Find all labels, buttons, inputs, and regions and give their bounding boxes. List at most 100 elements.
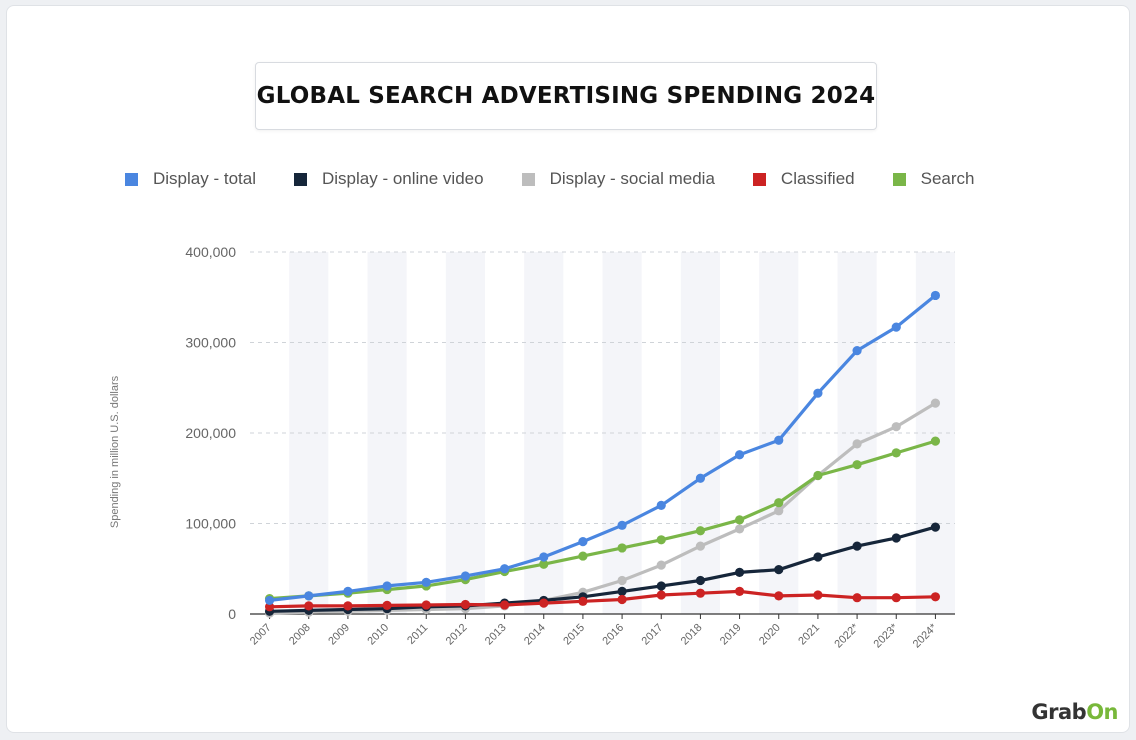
data-point [695,473,706,483]
data-point [304,601,314,611]
legend-label: Display - total [153,169,256,188]
legend-item: Classified [752,169,855,189]
legend-label: Display - online video [321,169,484,188]
series-line [268,439,938,601]
brand-logo-accent: On [1086,700,1118,724]
data-point [656,590,666,600]
legend-item: Display - online video [293,169,484,189]
data-point [734,515,745,525]
data-point [264,595,275,606]
data-point [891,322,901,332]
brand-logo-main: Grab [1031,700,1087,724]
data-point [734,567,745,577]
chart-title: GLOBAL SEARCH ADVERTISING SPENDING 2024 [256,83,876,109]
data-point [578,551,588,561]
data-point [930,398,941,408]
series-line [268,589,938,609]
x-tick-label: 2016 [600,622,626,648]
data-point [891,448,901,458]
x-tick-label: 2024* [911,621,940,650]
x-tick-label: 2013 [483,622,509,648]
data-point [656,535,666,545]
legend-swatch [892,172,906,186]
x-tick-label: 2023* [872,621,901,650]
legend-swatch [521,172,535,186]
data-point [421,600,431,610]
brand-logo: GrabOn [1031,700,1118,724]
data-point [774,498,784,508]
x-tick-label: 2021 [796,622,822,648]
data-point [499,564,510,574]
data-point [460,571,471,581]
x-tick-label: 2018 [679,622,705,648]
x-tick-label: 2011 [405,622,430,647]
data-point [695,588,706,598]
data-point [343,586,353,596]
data-point [891,422,901,432]
legend-label: Display - social media [549,169,715,188]
data-point [617,520,627,530]
legend-swatch [752,172,766,186]
data-point [891,533,901,543]
data-point [852,460,862,470]
legend-label: Search [920,169,975,188]
x-tick-label: 2008 [287,622,313,648]
data-point [813,590,823,600]
y-tick-label: 0 [228,606,236,622]
x-tick-label: 2020 [757,622,783,648]
data-point [852,439,862,449]
data-point [617,575,627,586]
data-point [264,602,275,612]
series-line [268,401,938,615]
data-point [734,450,745,460]
y-tick-label: 400,000 [185,244,236,260]
data-point [930,592,941,602]
data-point [774,506,784,516]
data-point [774,591,784,601]
x-tick-label: 2012 [444,622,470,648]
data-point [304,591,314,601]
data-point [891,593,901,603]
title-box: GLOBAL SEARCH ADVERTISING SPENDING 2024 [255,62,877,130]
data-point [774,565,784,575]
y-tick-label: 200,000 [185,425,236,441]
data-point [499,600,510,610]
data-point [930,290,941,301]
data-point [617,543,627,553]
data-point [695,575,706,586]
x-tick-label: 2009 [326,622,352,648]
legend-item: Search [892,169,975,189]
data-point [421,577,431,587]
y-tick-label: 300,000 [185,335,236,351]
legend-swatch [125,172,138,186]
legend-label: Classified [780,169,855,188]
data-point [382,600,392,611]
data-point [930,522,941,532]
data-point [343,601,353,611]
x-tick-label: 2019 [718,622,744,648]
legend-swatch [293,172,307,186]
data-point [852,541,862,551]
data-point [813,470,823,481]
data-point [852,346,862,356]
data-point [539,559,549,569]
legend-item: Display - social media [521,169,715,189]
data-point [695,526,706,536]
x-tick-label: 2015 [561,622,587,648]
data-point [539,552,549,562]
data-point [578,596,588,606]
x-tick-label: 2007 [248,622,274,648]
series-line [268,293,938,603]
data-point [813,552,823,562]
legend: Display - total Display - online video Dis… [125,168,975,190]
data-point [656,500,666,510]
data-point [734,524,745,534]
data-point [695,541,706,551]
data-point [382,581,392,591]
data-point [852,593,862,603]
x-tick-label: 2014 [522,622,548,648]
data-point [539,598,549,608]
data-point [656,581,666,591]
y-tick-label: 100,000 [185,516,236,532]
data-point [813,388,823,398]
